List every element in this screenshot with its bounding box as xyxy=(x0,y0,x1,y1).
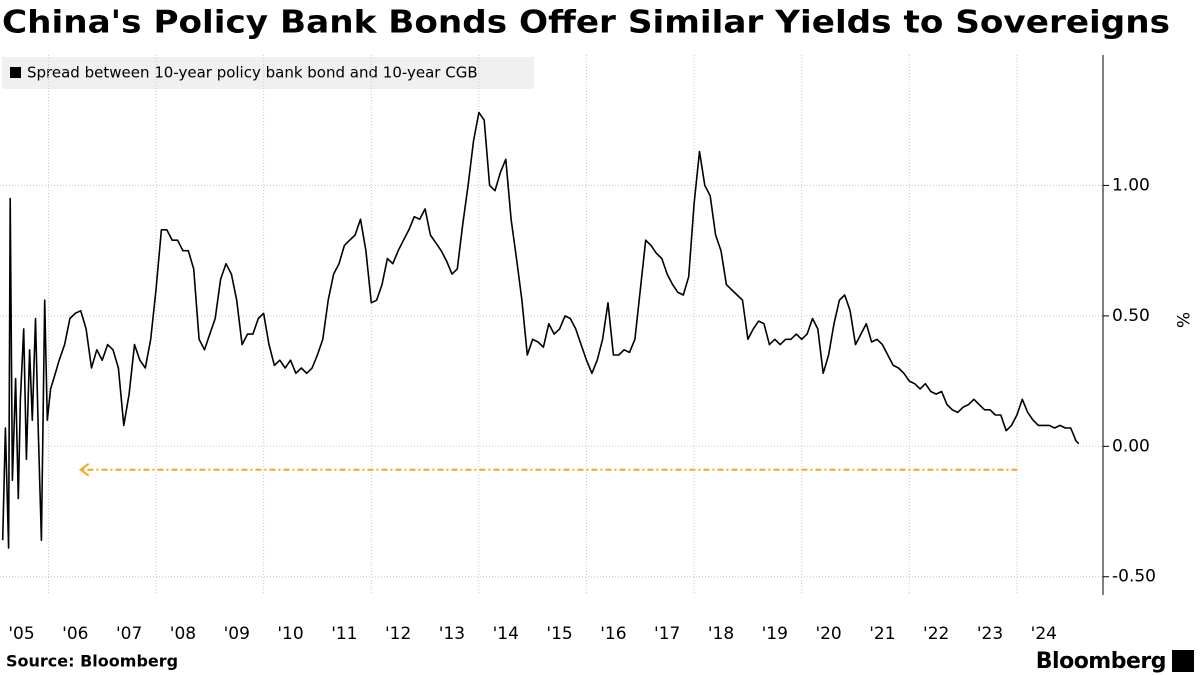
x-tick-label: '21 xyxy=(869,624,895,644)
x-tick-label: '13 xyxy=(439,624,465,644)
legend-label: Spread between 10-year policy bank bond … xyxy=(27,64,478,82)
x-tick-label: '15 xyxy=(546,624,572,644)
y-axis-label: % xyxy=(1172,312,1192,328)
x-tick-label: '16 xyxy=(600,624,626,644)
x-tick-label: '08 xyxy=(170,624,196,644)
y-tick-label: -0.50 xyxy=(1112,567,1156,587)
source: Source: Bloomberg xyxy=(6,652,178,671)
x-tick-label: '23 xyxy=(977,624,1003,644)
y-tick-label: 1.00 xyxy=(1112,175,1150,195)
x-tick-label: '06 xyxy=(62,624,88,644)
x-tick-label: '07 xyxy=(116,624,142,644)
y-tick-label: 0.00 xyxy=(1112,436,1150,456)
x-tick-label: '24 xyxy=(1031,624,1057,644)
legend-box xyxy=(2,57,534,89)
arrow-head xyxy=(79,462,90,477)
chart-title: China's Policy Bank Bonds Offer Similar … xyxy=(2,5,1170,41)
x-tick-label: '12 xyxy=(385,624,411,644)
x-tick-label: '14 xyxy=(493,624,519,644)
brand: Bloomberg xyxy=(1036,649,1166,674)
line-series xyxy=(1,111,1080,549)
x-tick-label: '10 xyxy=(277,624,303,644)
x-tick-label: '22 xyxy=(923,624,949,644)
legend-swatch xyxy=(10,67,21,78)
x-tick-label: '17 xyxy=(654,624,680,644)
x-tick-label: '18 xyxy=(708,624,734,644)
x-tick-label: '05 xyxy=(8,624,34,644)
x-tick-label: '11 xyxy=(331,624,357,644)
x-tick-label: '09 xyxy=(224,624,250,644)
brand-icon xyxy=(1172,650,1194,672)
x-tick-label: '19 xyxy=(762,624,788,644)
y-tick-label: 0.50 xyxy=(1112,306,1150,326)
x-tick-label: '20 xyxy=(815,624,841,644)
